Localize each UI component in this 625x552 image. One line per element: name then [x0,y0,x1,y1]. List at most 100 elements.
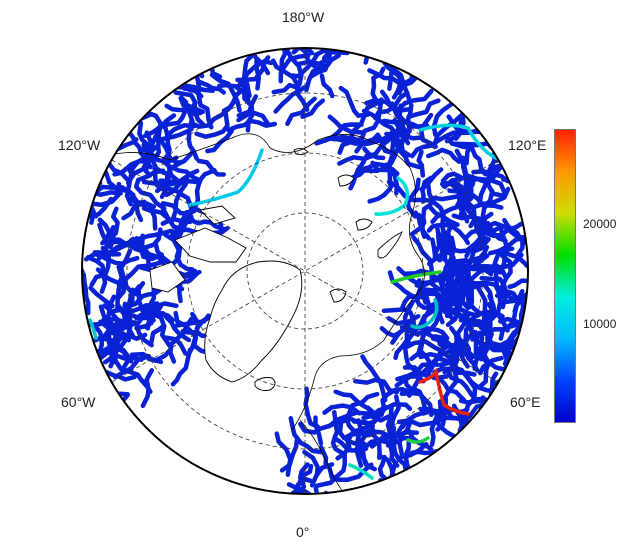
lon-label-upper-left: 120°W [58,137,101,153]
river-segment [425,147,462,165]
river-segment [477,355,504,376]
river-segment [194,73,214,130]
river-segment [468,265,504,282]
river-segment [98,253,140,266]
river-segment [351,97,384,144]
river-segment [273,85,307,114]
river-segment [439,181,470,224]
severnaya-zemlya [355,218,373,231]
river-segment [428,205,460,227]
river-segment [392,473,419,493]
river-segment [467,190,504,210]
lon-label-lower-left: 60°W [61,394,96,410]
river-segment [133,174,167,211]
river-segment [378,478,398,494]
river-segment [406,98,441,120]
river-segment [184,168,217,216]
river-segment [221,85,247,113]
river-segment [319,73,335,99]
colorbar-tick-label: 10000 [583,317,617,331]
river-segment [330,410,347,457]
river-segment [344,391,380,422]
river-segment [307,48,333,80]
arctic-coastline [109,133,425,431]
river-segment [458,319,477,369]
arctic-islands [174,227,247,263]
river-segment [348,101,378,142]
river-segment [344,414,375,438]
river-segment [290,51,320,79]
river-segment [113,358,153,394]
river-segment [405,177,421,219]
river-segment [173,90,207,128]
river-segment [400,291,439,310]
river-segment [476,322,519,337]
river-segment [141,206,158,231]
river-segment [322,403,362,416]
river-segment [465,211,494,252]
river-segment [95,267,108,294]
river-segment [485,221,524,239]
river-segment [354,129,395,154]
river-segment [286,482,310,494]
river-segment [406,48,435,74]
river-segment [357,161,400,176]
river-segment [499,248,528,280]
river-segment [328,136,374,146]
river-segment [498,226,509,280]
river-segment [394,373,423,388]
river-segment [360,354,388,403]
river-segment [416,149,426,178]
river-segment [388,429,420,442]
river-segment [303,386,320,429]
river-segment [501,344,510,367]
river-segment [163,335,188,356]
river-segment [274,431,293,477]
river-segment [194,48,207,79]
river-segment [139,146,179,165]
river-segment [418,406,458,421]
river-segment [377,454,392,485]
map-content [82,48,528,494]
colorbar-tick-label: 20000 [583,217,617,231]
highlighted-rivers [88,123,498,480]
river-segment [109,206,120,240]
river-segment [493,377,528,396]
lon-label-upper-right: 120°E [508,137,547,153]
river-segment [134,236,164,262]
river-segment [208,49,223,80]
river-segment [379,325,410,339]
river-segment [379,387,412,417]
river-segment [360,441,377,472]
river-segment [410,130,457,159]
river-segment [309,462,335,488]
river-segment [370,66,386,106]
river-segment [314,122,364,146]
river-segment [387,425,400,468]
river-segment [498,316,525,327]
river-segment [121,301,132,343]
river-segment [113,353,152,380]
river-segment [160,216,193,226]
river-segment [288,415,324,455]
river-segment [348,153,369,191]
greenland [204,260,303,383]
river-segment [450,258,494,277]
river-segment [98,319,126,336]
river-segment [271,82,300,95]
graticule [111,48,499,494]
river-segment [106,239,147,255]
novaya-zemlya [377,231,403,259]
map-border [81,47,529,495]
river-segment [82,272,91,316]
river-segment [102,316,138,325]
river-segment [399,132,412,158]
river-segment [430,205,459,224]
river-segment [416,212,427,239]
river-segment [209,72,242,113]
river-segment [338,85,370,118]
river-segment [88,285,115,309]
river-segment [409,48,443,84]
river-segment [416,278,445,325]
